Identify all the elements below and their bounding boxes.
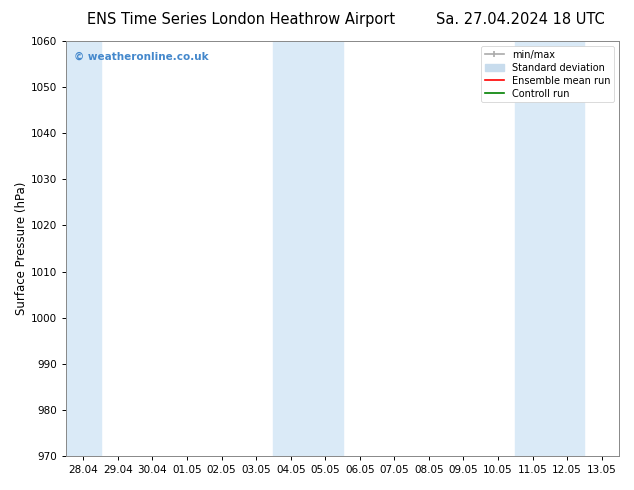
Y-axis label: Surface Pressure (hPa): Surface Pressure (hPa) xyxy=(15,182,28,315)
Bar xyxy=(515,41,585,456)
Bar xyxy=(66,41,101,456)
Text: Sa. 27.04.2024 18 UTC: Sa. 27.04.2024 18 UTC xyxy=(436,12,604,27)
Bar xyxy=(273,41,342,456)
Text: © weatheronline.co.uk: © weatheronline.co.uk xyxy=(74,51,209,61)
Text: ENS Time Series London Heathrow Airport: ENS Time Series London Heathrow Airport xyxy=(87,12,395,27)
Legend: min/max, Standard deviation, Ensemble mean run, Controll run: min/max, Standard deviation, Ensemble me… xyxy=(481,46,614,102)
